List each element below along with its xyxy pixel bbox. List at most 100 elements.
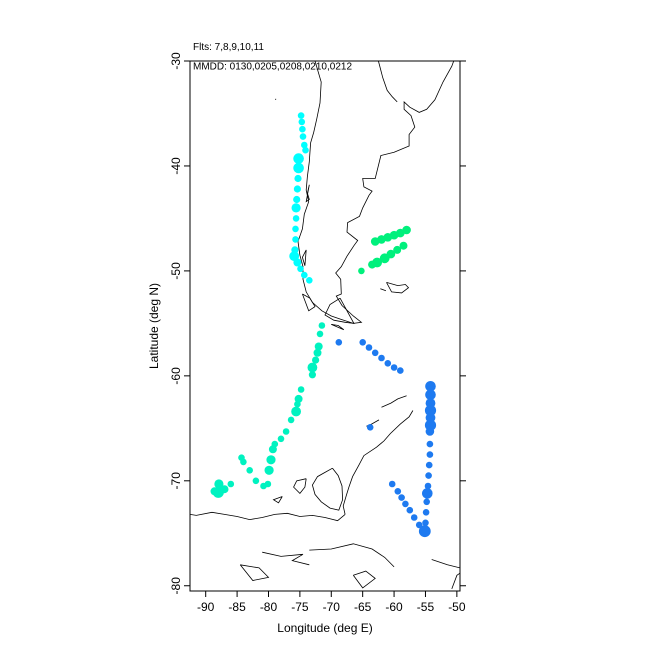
flight-point <box>297 265 304 273</box>
flight-point <box>388 480 396 488</box>
flight-point <box>302 146 309 154</box>
flight-point <box>418 525 431 538</box>
dates-label: MMDD: 0130,0205,0208,0210,0212 <box>193 62 352 73</box>
coastline-14 <box>311 467 344 511</box>
coastline-17 <box>309 543 395 568</box>
flight-point <box>386 249 396 259</box>
flight-point <box>425 472 432 479</box>
flight-point <box>425 427 435 436</box>
flight-point <box>301 271 308 279</box>
coastline-18 <box>262 551 310 566</box>
flight-point <box>294 394 303 403</box>
flight-point <box>293 185 301 193</box>
flight-point <box>291 406 301 417</box>
plot-frame <box>189 60 461 592</box>
flight-point <box>422 509 430 516</box>
flight-point <box>306 277 313 284</box>
flight-point <box>423 498 431 506</box>
flight-point <box>402 225 411 235</box>
flight-point <box>307 362 318 373</box>
flight-point <box>393 245 402 254</box>
coastline-4 <box>302 293 316 312</box>
coastline-12 <box>381 395 407 408</box>
flight-point <box>210 487 219 496</box>
y-axis-label: Latitude (deg N) <box>147 283 161 369</box>
flight-point <box>318 322 326 329</box>
coastline-7 <box>386 282 410 294</box>
x-tick-label: -70 <box>323 600 341 614</box>
flight-point <box>425 461 433 469</box>
flight-point <box>301 141 308 149</box>
flight-point <box>422 488 433 499</box>
flight-point <box>293 162 304 174</box>
flight-point <box>426 451 434 458</box>
flight-point <box>268 445 277 454</box>
coastline-2 <box>305 184 310 203</box>
coastline-19 <box>239 564 270 581</box>
flight-point <box>424 404 437 417</box>
flight-point <box>292 225 299 233</box>
flight-point <box>415 521 423 529</box>
flight-point <box>406 506 414 514</box>
flight-point <box>398 494 405 501</box>
y-tick-label: -60 <box>169 367 183 385</box>
flight-point <box>402 500 409 508</box>
flight-point <box>287 416 295 424</box>
flight-point <box>277 435 285 443</box>
flight-point <box>425 389 436 401</box>
x-tick-label: -55 <box>417 600 435 614</box>
y-tick-label: -40 <box>169 157 183 175</box>
flight-point <box>316 330 324 338</box>
flight-point <box>312 356 320 364</box>
x-tick-label: -65 <box>354 600 372 614</box>
flight-point <box>227 480 235 488</box>
coastline-8 <box>380 288 387 292</box>
flight-point <box>299 125 306 133</box>
coastline-10 <box>342 410 414 515</box>
y-tick-label: -30 <box>169 52 183 70</box>
coastline-1 <box>378 61 398 103</box>
flight-point <box>359 339 367 346</box>
flight-point <box>313 348 322 357</box>
flight-point <box>293 258 302 267</box>
flight-point <box>394 488 402 495</box>
flight-point <box>294 400 301 408</box>
flight-point <box>246 467 253 474</box>
flight-point <box>397 367 404 374</box>
coastline-3 <box>301 249 307 266</box>
coastline-16 <box>272 496 283 504</box>
flight-point <box>426 440 434 448</box>
x-tick-label: -60 <box>385 600 403 614</box>
flight-point <box>378 354 385 362</box>
flight-point <box>399 241 408 250</box>
flight-point <box>293 195 301 204</box>
flight-point <box>314 342 323 351</box>
y-tick-label: -70 <box>169 472 183 490</box>
x-axis-label: Longitude (deg E) <box>277 621 372 635</box>
flight-point <box>372 257 382 268</box>
flight-point <box>293 153 304 164</box>
flight-point <box>266 455 276 465</box>
flight-point <box>390 364 398 371</box>
flight-point <box>294 174 302 183</box>
flight-point <box>282 428 290 435</box>
y-axis: -30 -40 -50 -60 -70 -80 <box>169 52 466 594</box>
x-tick-label: -50 <box>448 600 466 614</box>
flight-point <box>371 349 379 357</box>
x-tick-label: -90 <box>197 600 215 614</box>
coastline-6 <box>331 324 345 331</box>
flight-points-layer <box>210 112 437 538</box>
x-tick-label: -80 <box>260 600 278 614</box>
flight-point <box>214 479 224 489</box>
coastline-15 <box>293 478 307 495</box>
x-tick-label: -85 <box>228 600 246 614</box>
flight-point <box>252 477 260 485</box>
coastline-layer <box>190 61 460 590</box>
flight-point <box>358 267 365 275</box>
flight-point <box>299 133 307 140</box>
flight-point <box>292 215 300 222</box>
flight-point <box>422 519 429 527</box>
coastline-0 <box>297 61 455 324</box>
